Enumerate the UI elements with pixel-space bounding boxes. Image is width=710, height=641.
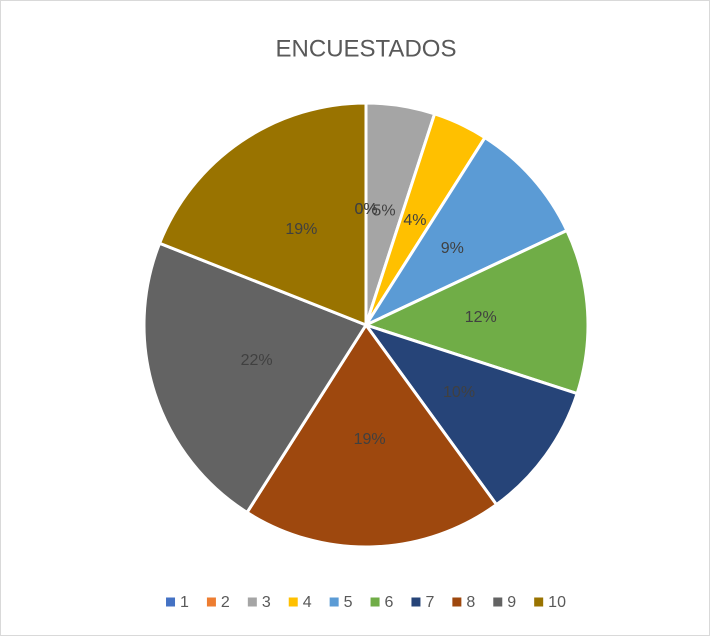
data-label: 10% xyxy=(443,384,475,401)
legend-label: 4 xyxy=(303,594,312,611)
pie-slice xyxy=(245,323,498,549)
legend-label: 6 xyxy=(385,594,394,611)
legend-swatch xyxy=(493,597,503,607)
legend-swatch xyxy=(534,597,544,607)
pie-slice xyxy=(364,136,569,327)
legend-swatch xyxy=(206,597,216,607)
legend-label: 2 xyxy=(221,594,230,611)
data-label: 19% xyxy=(354,431,386,448)
legend-swatch xyxy=(288,597,298,607)
legend-swatch xyxy=(370,597,380,607)
data-label: 0% xyxy=(354,201,377,218)
data-label: 0% xyxy=(354,201,377,218)
legend-swatch xyxy=(166,597,176,607)
legend-label: 10 xyxy=(548,594,566,611)
pie-slice xyxy=(364,228,590,396)
data-label: 4% xyxy=(403,212,426,229)
data-label: 5% xyxy=(372,203,395,220)
legend-swatch xyxy=(452,597,462,607)
legend-label: 7 xyxy=(425,594,434,611)
pie-slice xyxy=(142,241,368,514)
legend-label: 8 xyxy=(466,594,475,611)
data-label: 22% xyxy=(241,352,273,369)
legend-label: 9 xyxy=(507,594,516,611)
legend-label: 3 xyxy=(262,594,271,611)
legend-label: 5 xyxy=(344,594,353,611)
legend-swatch xyxy=(329,597,339,607)
pie-slice xyxy=(158,101,368,327)
legend-swatch xyxy=(411,597,421,607)
data-label: 19% xyxy=(285,221,317,238)
data-label: 9% xyxy=(441,240,464,257)
legend-label: 1 xyxy=(180,594,189,611)
data-label: 12% xyxy=(465,309,497,326)
chart-title: ENCUESTADOS xyxy=(276,35,457,62)
pie-slice xyxy=(364,323,579,507)
legend-swatch xyxy=(247,597,257,607)
